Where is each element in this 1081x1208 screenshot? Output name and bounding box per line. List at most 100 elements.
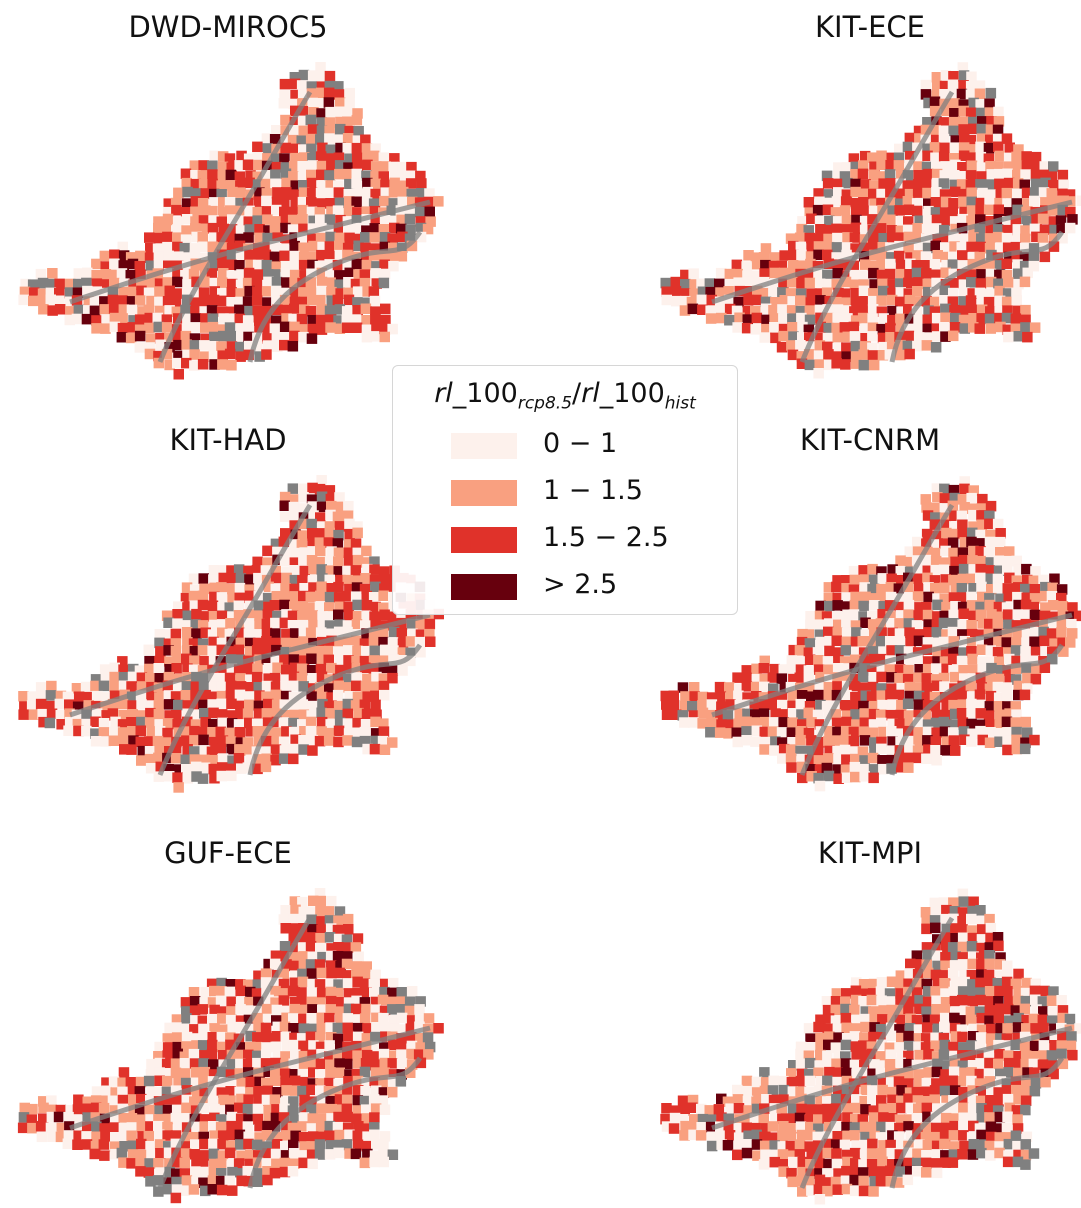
- catchment-cell: [923, 169, 934, 180]
- catchment-cell: [1002, 1112, 1013, 1123]
- catchment-cell: [234, 645, 245, 656]
- catchment-cell: [325, 1067, 336, 1078]
- catchment-cell: [172, 358, 183, 369]
- catchment-cell: [333, 1023, 344, 1033]
- catchment-cell: [226, 771, 237, 782]
- catchment-cell: [661, 1103, 672, 1114]
- catchment-cell: [932, 600, 943, 611]
- catchment-cell: [226, 699, 237, 710]
- catchment-cell: [912, 268, 923, 279]
- catchment-cell: [742, 1148, 753, 1159]
- catchment-cell: [688, 304, 699, 315]
- catchment-cell: [957, 89, 968, 100]
- catchment-cell: [279, 251, 290, 262]
- catchment-cell: [225, 987, 236, 998]
- catchment-cell: [985, 537, 996, 548]
- catchment-cell: [1038, 214, 1049, 225]
- catchment-cell: [306, 717, 317, 728]
- catchment-cell: [1022, 160, 1033, 171]
- catchment-cell: [198, 735, 209, 746]
- catchment-cell: [976, 124, 987, 135]
- catchment-cell: [930, 1158, 941, 1169]
- catchment-cell: [1038, 233, 1049, 244]
- catchment-cell: [217, 1185, 228, 1196]
- catchment-cell: [199, 708, 210, 719]
- catchment-cell: [290, 548, 301, 559]
- catchment-cell: [885, 332, 896, 343]
- catchment-cell: [976, 1032, 987, 1043]
- catchment-cell: [99, 1139, 110, 1150]
- catchment-cell: [759, 663, 770, 674]
- catchment-cell: [1030, 322, 1041, 333]
- catchment-cell: [136, 726, 147, 737]
- catchment-cell: [28, 296, 39, 307]
- catchment-cell: [199, 287, 210, 298]
- catchment-cell: [833, 333, 844, 344]
- catchment-cell: [958, 1121, 969, 1132]
- map-guf-ece: [10, 888, 445, 1208]
- catchment-cell: [315, 1139, 326, 1150]
- legend-swatch-1-1-5: [451, 480, 517, 506]
- catchment-cell: [172, 609, 183, 620]
- catchment-cell: [307, 333, 318, 344]
- catchment-cell: [778, 313, 789, 324]
- catchment-cell: [662, 710, 673, 721]
- catchment-cell: [867, 1085, 878, 1096]
- catchment-cell: [1021, 564, 1032, 575]
- catchment-cell: [153, 313, 164, 324]
- catchment-cell: [948, 80, 959, 91]
- catchment-cell: [207, 1049, 218, 1060]
- catchment-cell: [966, 277, 977, 288]
- catchment-cell: [360, 1067, 371, 1078]
- catchment-cell: [1002, 745, 1013, 756]
- catchment-cell: [216, 996, 227, 1007]
- catchment-cell: [1066, 619, 1077, 630]
- catchment-cell: [74, 305, 85, 316]
- catchment-cell: [966, 574, 977, 585]
- catchment-cell: [905, 295, 916, 306]
- catchment-cell: [958, 942, 969, 953]
- legend-swatch-gt-2-5: [451, 574, 517, 600]
- catchment-cell: [923, 315, 934, 326]
- catchment-cell: [406, 636, 417, 647]
- catchment-cell: [198, 232, 209, 243]
- catchment-cell: [1020, 690, 1030, 701]
- catchment-cell: [886, 1049, 897, 1060]
- catchment-cell: [887, 1103, 898, 1114]
- catchment-cell: [903, 1094, 914, 1105]
- catchment-cell: [397, 987, 408, 998]
- catchment-cell: [297, 80, 308, 91]
- catchment-cell: [994, 1049, 1005, 1060]
- catchment-cell: [334, 1130, 345, 1141]
- catchment-cell: [949, 1067, 960, 1078]
- catchment-cell: [984, 205, 995, 216]
- catchment-cell: [867, 313, 878, 324]
- catchment-cell: [379, 574, 390, 585]
- catchment-cell: [679, 717, 690, 728]
- catchment-cell: [235, 690, 246, 701]
- catchment-cell: [841, 717, 852, 728]
- catchment-cell: [831, 1094, 842, 1105]
- catchment-cell: [1029, 637, 1040, 648]
- catchment-cell: [732, 728, 743, 739]
- catchment-cell: [371, 161, 382, 172]
- catchment-cell: [842, 627, 853, 638]
- catchment-cell: [353, 952, 364, 963]
- catchment-cell: [119, 1067, 130, 1078]
- catchment-cell: [73, 1104, 84, 1115]
- catchment-cell: [425, 637, 436, 648]
- catchment-cell: [387, 988, 398, 999]
- catchment-cell: [841, 1040, 852, 1051]
- catchment-cell: [859, 286, 870, 297]
- catchment-cell: [950, 142, 961, 153]
- catchment-cell: [824, 771, 835, 782]
- catchment-cell: [342, 959, 353, 970]
- catchment-cell: [1021, 151, 1032, 162]
- catchment-cell: [387, 1087, 398, 1098]
- catchment-cell: [795, 735, 806, 746]
- catchment-cell: [850, 709, 861, 720]
- catchment-cell: [189, 1149, 200, 1160]
- catchment-cell: [262, 1004, 273, 1015]
- map-kit-ece: [652, 62, 1081, 382]
- catchment-cell: [723, 1140, 734, 1151]
